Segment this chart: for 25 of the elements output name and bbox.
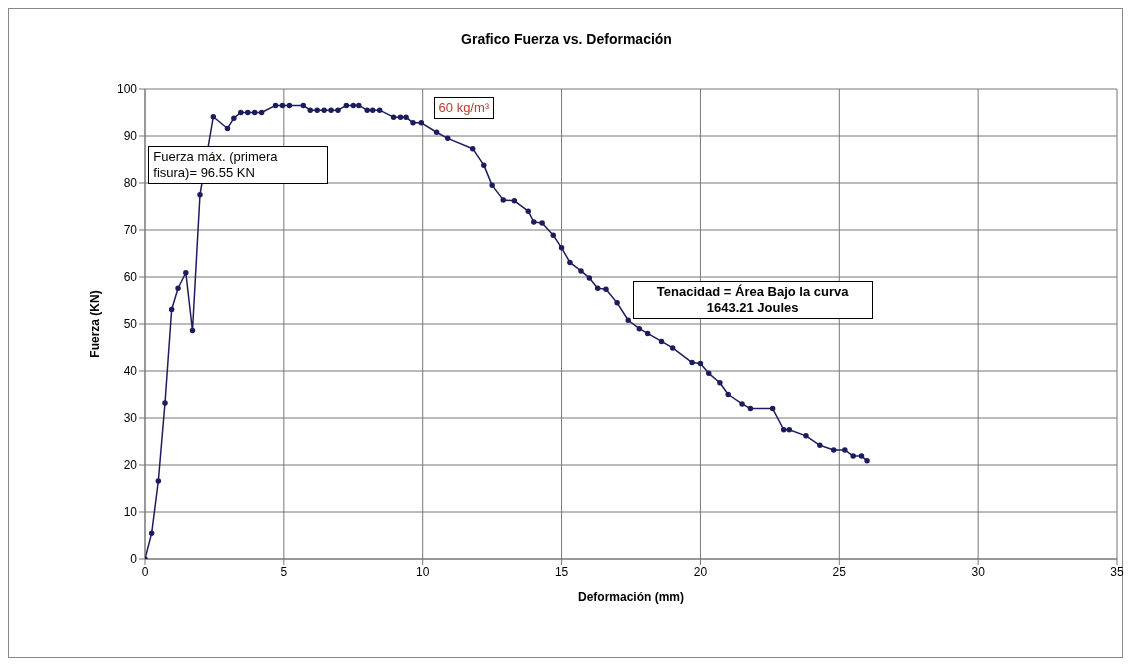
- y-tick-label: 40: [123, 364, 138, 379]
- y-tick-label: 0: [130, 552, 138, 567]
- x-tick-label: 15: [554, 564, 569, 579]
- y-tick-label: 50: [123, 317, 138, 332]
- note-box: Tenacidad = Área Bajo la curva 1643.21 Joules: [632, 281, 873, 320]
- y-tick-label: 10: [123, 505, 138, 520]
- y-tick-label: 20: [123, 458, 138, 473]
- y-tick-label: 80: [123, 176, 138, 191]
- note-box: Fuerza máx. (primera fisura)= 96.55 KN: [148, 146, 329, 185]
- y-axis-title: Fuerza (KN): [88, 290, 103, 358]
- chart-title: Grafico Fuerza vs. Deformación: [460, 31, 673, 47]
- x-tick-label: 0: [141, 564, 149, 579]
- x-tick-label: 35: [1110, 564, 1124, 579]
- note-box: 60 kg/m³: [433, 96, 495, 119]
- x-tick-label: 10: [416, 564, 430, 579]
- x-tick-label: 25: [832, 564, 847, 579]
- x-tick-label: 5: [280, 564, 288, 579]
- y-tick-label: 60: [123, 270, 138, 285]
- x-tick-label: 20: [693, 564, 708, 579]
- y-tick-label: 70: [123, 223, 138, 238]
- y-tick-label: 90: [123, 129, 138, 144]
- y-tick-label: 30: [123, 411, 138, 426]
- y-tick-label: 100: [116, 82, 138, 97]
- x-tick-label: 30: [971, 564, 986, 579]
- x-axis-title: Deformación (mm): [577, 590, 685, 604]
